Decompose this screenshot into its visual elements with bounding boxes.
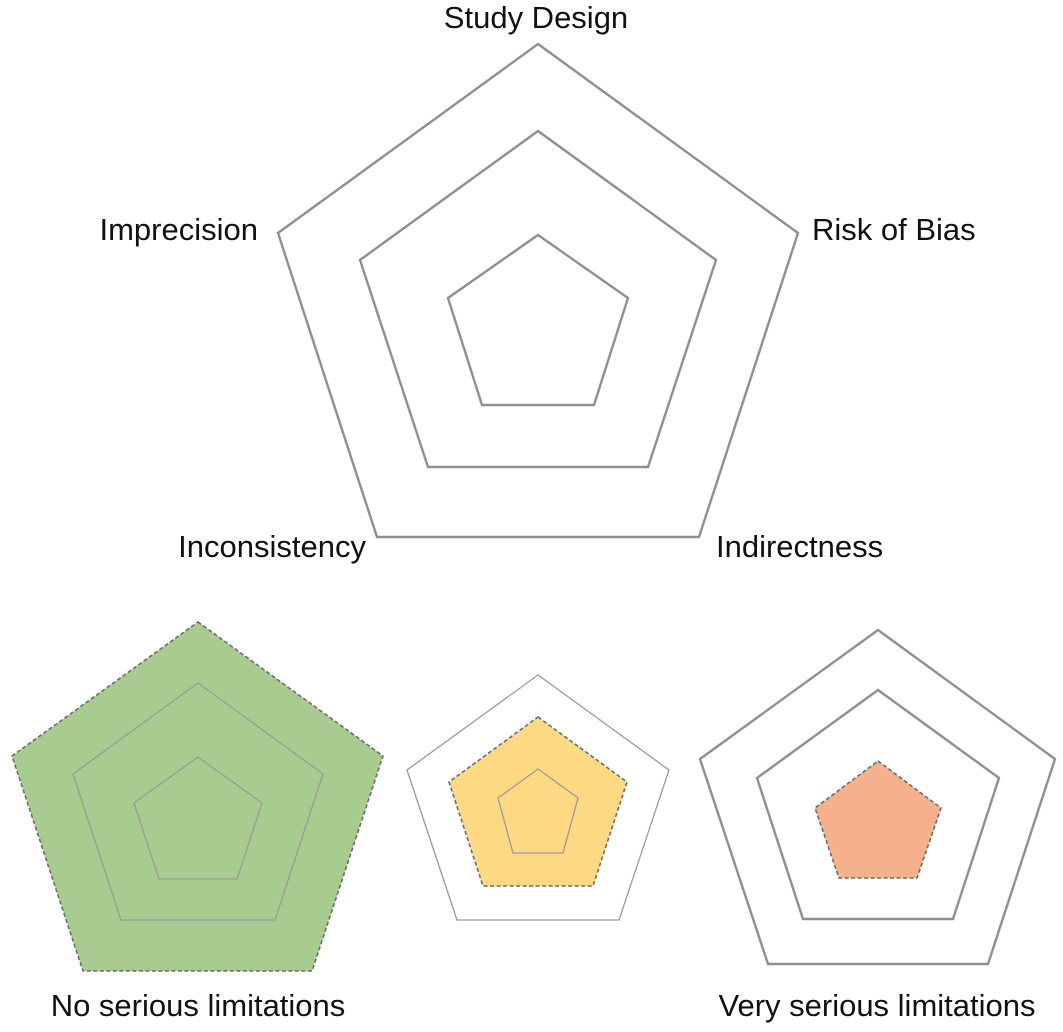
- caption-very-serious-limitations: Very serious limitations: [718, 988, 1035, 1023]
- main-ring-inner: [446, 233, 630, 407]
- example-2-ring-inner: [497, 768, 579, 854]
- axis-label-risk-of-bias: Risk of Bias: [812, 212, 976, 247]
- example-1-ring-middle: [72, 682, 324, 921]
- example-2-ring-outer: [406, 674, 670, 921]
- main-pentagon: [276, 42, 800, 539]
- example-3-ring-outer: [698, 628, 1057, 966]
- example-1-ring-inner: [133, 756, 263, 880]
- example-1-fill-area: [11, 621, 384, 972]
- example-3-ring-middle: [755, 688, 1001, 921]
- caption-no-serious-limitations: No serious limitations: [51, 988, 346, 1023]
- example-very-serious-limitations: [698, 628, 1057, 966]
- example-no-serious-limitations: [11, 621, 384, 972]
- example-2-fill-area: [448, 716, 628, 887]
- axis-label-study-design: Study Design: [444, 0, 628, 35]
- axis-label-imprecision: Imprecision: [100, 212, 259, 247]
- main-ring-middle: [358, 129, 718, 469]
- main-ring-outer: [276, 42, 800, 539]
- axis-label-inconsistency: Inconsistency: [178, 529, 366, 564]
- example-3-fill-area: [814, 760, 942, 879]
- example-serious-limitations: [406, 674, 670, 921]
- axis-label-indirectness: Indirectness: [716, 529, 883, 564]
